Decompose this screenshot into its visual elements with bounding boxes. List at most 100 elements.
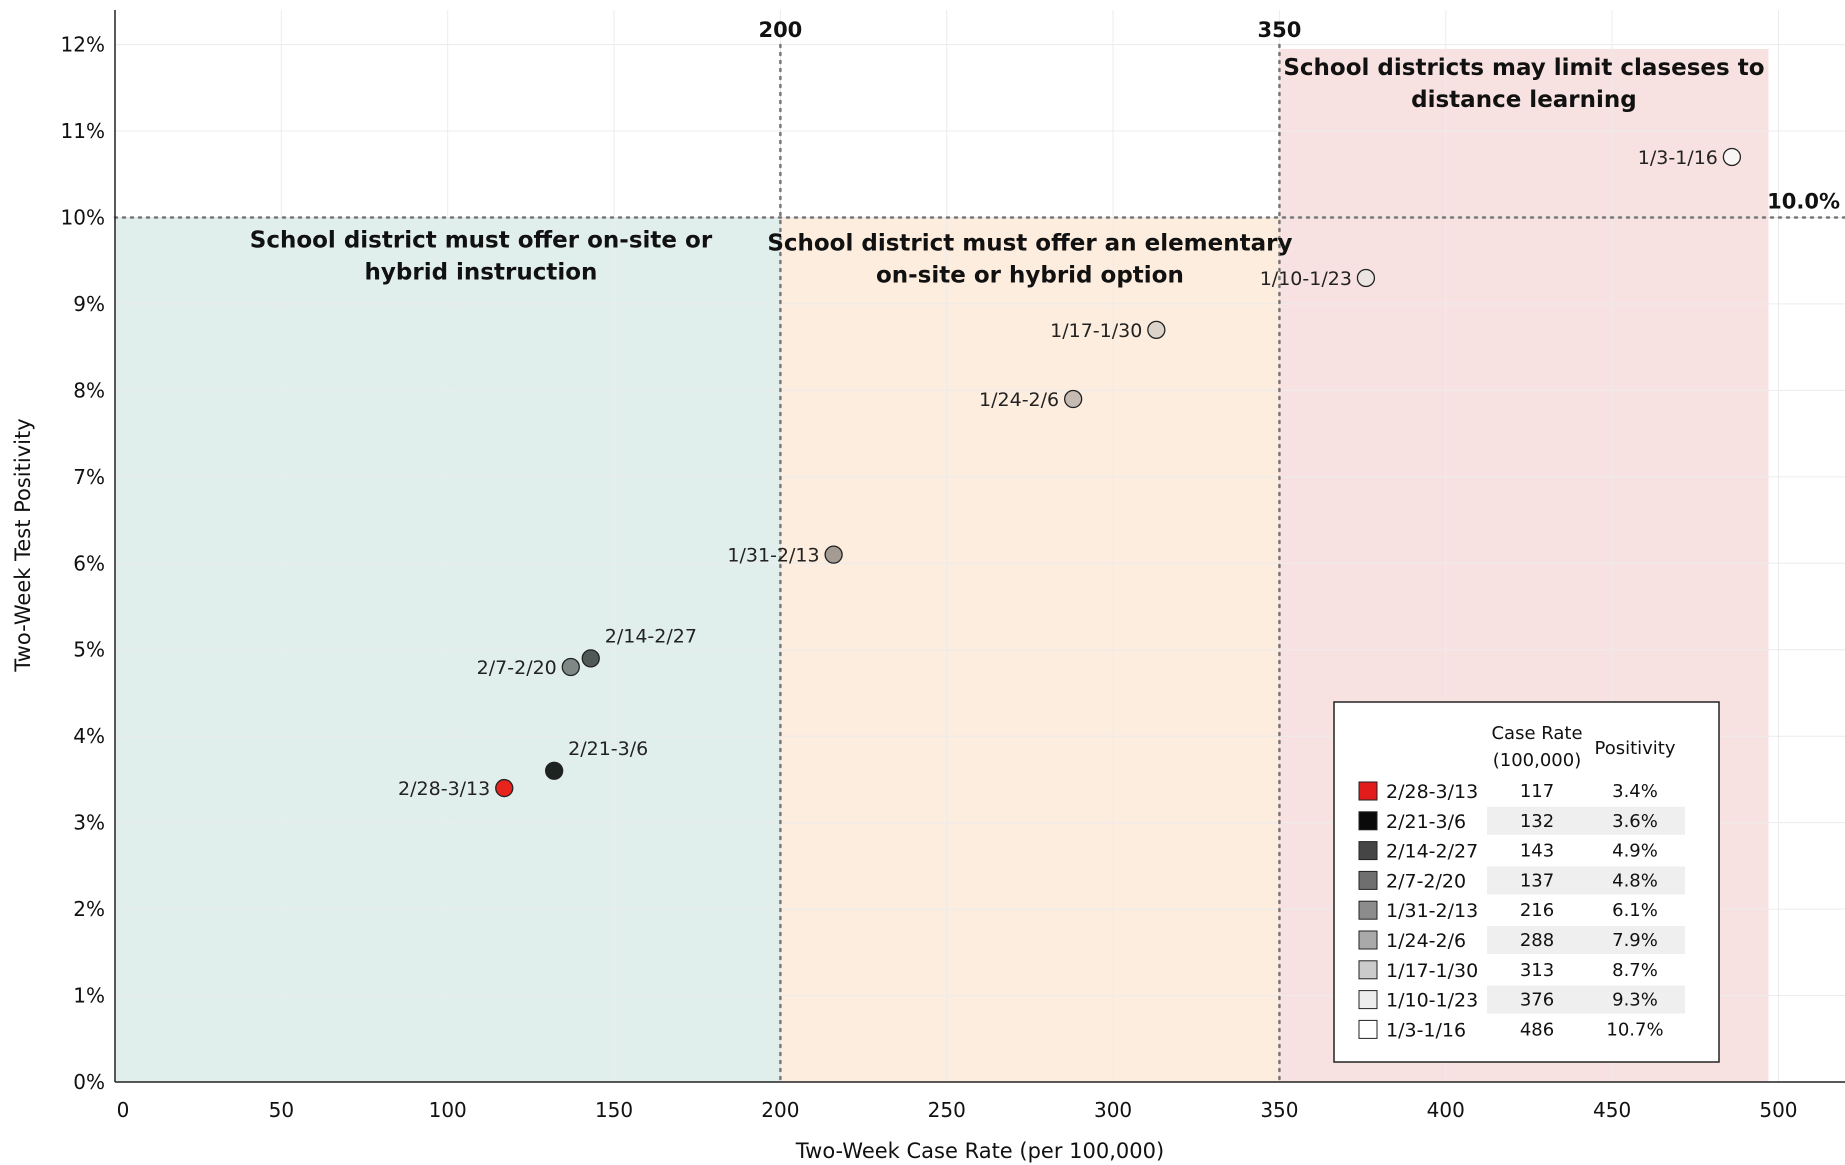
data-point	[824, 545, 843, 564]
y-tick-label: 6%	[73, 551, 105, 575]
data-point-label: 2/28-3/13	[398, 778, 490, 800]
x-tick-label: 0	[117, 1098, 130, 1122]
y-tick-label: 3%	[73, 811, 105, 835]
legend-swatch	[1358, 990, 1378, 1010]
data-point	[581, 649, 600, 668]
zone-label: School districts may limit claseses to	[1283, 55, 1764, 81]
threshold-lines: 200 350 10.0%	[113, 18, 1845, 1084]
legend-swatch	[1358, 900, 1378, 920]
legend-label: 2/28-3/13	[1386, 781, 1478, 803]
y-tick-label: 0%	[73, 1070, 105, 1094]
y-tick-label: 2%	[73, 897, 105, 921]
x-tick-label: 50	[269, 1098, 294, 1122]
data-point-label: 2/7-2/20	[477, 657, 557, 679]
y-tick-label: 8%	[73, 378, 105, 402]
legend-positivity: 3.6%	[1612, 811, 1658, 832]
data-point-label: 1/31-2/13	[727, 545, 819, 567]
threshold-label: 10.0%	[1767, 189, 1840, 213]
x-tick-label: 350	[1260, 1098, 1298, 1122]
y-tick-label: 5%	[73, 638, 105, 662]
legend-case-rate: 143	[1520, 841, 1554, 862]
y-tick-label: 9%	[73, 292, 105, 316]
x-tick-label: 200	[761, 1098, 799, 1122]
zone-labels: School district must offer on-site or hyb…	[250, 55, 1765, 289]
legend-case-rate: 117	[1520, 781, 1554, 802]
legend-positivity: 8.7%	[1612, 960, 1658, 981]
legend-positivity: 10.7%	[1606, 1019, 1663, 1040]
legend-case-rate: 216	[1520, 900, 1554, 921]
data-point	[1147, 320, 1166, 340]
legend-positivity: 7.9%	[1612, 930, 1658, 951]
zone-label: School district must offer an elementary	[767, 230, 1292, 256]
zone-label: distance learning	[1411, 87, 1637, 113]
y-tick-label: 4%	[73, 724, 105, 748]
zone-label: School district must offer on-site or	[250, 227, 713, 253]
legend-row-band	[1487, 866, 1685, 895]
y-tick-label: 7%	[73, 465, 105, 489]
x-tick-label: 500	[1759, 1098, 1797, 1122]
legend-label: 2/14-2/27	[1386, 841, 1478, 863]
y-tick-label: 12%	[61, 33, 105, 57]
data-point	[1356, 268, 1376, 288]
zone-label: on-site or hybrid option	[876, 262, 1184, 288]
x-tick-label: 300	[1094, 1098, 1132, 1122]
data-points: 2/28-3/13 2/21-3/6 2/14-2/27 2/7-2/20 1/31-2…	[398, 147, 1742, 800]
data-point-label: 1/10-1/23	[1260, 268, 1352, 290]
legend-header: Positivity	[1594, 738, 1675, 759]
x-tick-label: 400	[1427, 1098, 1465, 1122]
data-point-label: 2/14-2/27	[605, 625, 697, 647]
x-tick-label: 250	[928, 1098, 966, 1122]
legend-positivity: 3.4%	[1612, 781, 1658, 802]
x-tick-label: 450	[1593, 1098, 1631, 1122]
legend-case-rate: 313	[1520, 960, 1554, 981]
data-point-label: 1/24-2/6	[979, 389, 1059, 411]
legend-row-band	[1487, 926, 1685, 954]
legend-label: 1/17-1/30	[1386, 960, 1478, 982]
threshold-label: 200	[758, 18, 802, 42]
legend-label: 1/31-2/13	[1386, 900, 1478, 922]
legend-swatch	[1358, 841, 1378, 861]
legend-label: 1/3-1/16	[1386, 1019, 1466, 1041]
zone-label: hybrid instruction	[365, 259, 598, 285]
x-tick-label: 150	[595, 1098, 633, 1122]
threshold-label: 350	[1258, 18, 1302, 42]
data-point	[561, 657, 580, 677]
legend-positivity: 6.1%	[1612, 900, 1658, 921]
data-point	[1064, 389, 1083, 409]
legend-label: 1/24-2/6	[1386, 930, 1466, 952]
legend-case-rate: 288	[1520, 930, 1554, 951]
data-point-label: 1/3-1/16	[1638, 147, 1718, 169]
data-point	[1722, 147, 1742, 167]
legend-positivity: 4.9%	[1612, 841, 1658, 862]
y-tick-label: 11%	[61, 119, 105, 143]
x-axis-label: Two-Week Case Rate (per 100,000)	[795, 1139, 1164, 1163]
legend-label: 2/7-2/20	[1386, 870, 1466, 892]
data-point-label: 2/21-3/6	[568, 738, 648, 760]
y-tick-label: 1%	[73, 984, 105, 1008]
legend-swatch	[1358, 1019, 1378, 1039]
x-tick-label: 100	[429, 1098, 467, 1122]
legend-row-band	[1487, 985, 1685, 1014]
data-point	[545, 761, 564, 780]
legend-swatch	[1358, 781, 1378, 801]
legend-case-rate: 137	[1520, 870, 1554, 891]
legend-case-rate: 132	[1520, 811, 1554, 832]
legend-label: 2/21-3/6	[1386, 811, 1466, 833]
legend-swatch	[1358, 870, 1378, 890]
data-point	[495, 778, 514, 798]
legend-label: 1/10-1/23	[1386, 990, 1478, 1012]
y-tick-label: 10%	[61, 205, 105, 229]
legend: Case Rate (100,000) Positivity 2/28-3/13 117…	[1333, 701, 1720, 1063]
legend-positivity: 9.3%	[1612, 990, 1658, 1011]
legend-swatch	[1358, 930, 1378, 950]
legend-case-rate: 376	[1520, 990, 1554, 1011]
tick-labels: 0 50 100 150 200 250 300 350 400 450 500 0% 1% 2% 3% 4%…	[61, 33, 1798, 1122]
legend-positivity: 4.8%	[1612, 870, 1658, 891]
legend-row-band	[1487, 806, 1685, 835]
legend-header: Case Rate	[1491, 723, 1582, 744]
legend-swatch	[1358, 811, 1378, 831]
y-axis-label: Two-Week Test Positivity	[11, 418, 35, 672]
data-point-label: 1/17-1/30	[1050, 320, 1142, 342]
legend-swatch	[1358, 960, 1378, 980]
